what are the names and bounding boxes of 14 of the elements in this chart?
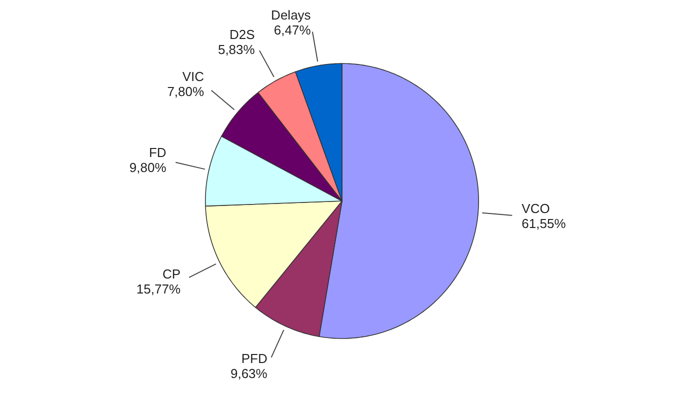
slice-label: FD bbox=[148, 145, 166, 160]
slice-label: VCO bbox=[522, 201, 550, 216]
slice-label: VIC bbox=[182, 69, 204, 84]
data-label: 7,80% bbox=[167, 84, 204, 100]
slice-label: Delays bbox=[271, 7, 312, 22]
data-label: 5,83% bbox=[218, 42, 256, 58]
data-label: 6,47% bbox=[274, 22, 312, 38]
data-label: 15,77% bbox=[136, 282, 181, 297]
data-label: 9,80% bbox=[129, 160, 167, 176]
data-label: 9,63% bbox=[230, 366, 268, 382]
slice-label: D2S bbox=[230, 27, 256, 42]
slice-label: PFD bbox=[241, 351, 268, 366]
data-label: 61,55% bbox=[522, 216, 566, 232]
slice-label: CP bbox=[162, 266, 181, 282]
